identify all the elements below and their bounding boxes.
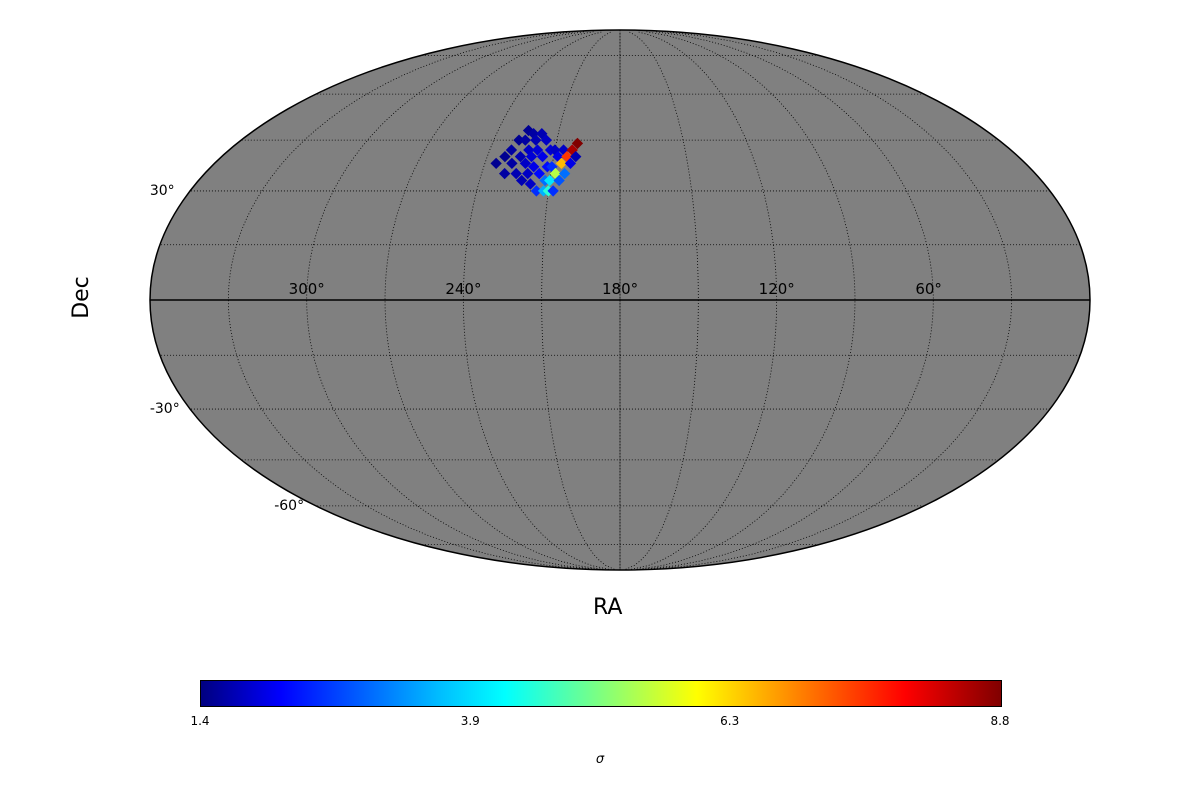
y-axis-label: Dec [69, 276, 94, 319]
ra-tick-label: 300° [289, 280, 325, 298]
colorbar-tick: 3.9 [461, 714, 480, 728]
colorbar-tick: 1.4 [190, 714, 209, 728]
dec-tick-label: -30° [150, 401, 180, 417]
colorbar-container: 1.43.96.38.8 σ [200, 680, 1000, 760]
colorbar [200, 680, 1002, 707]
x-axis-label: RA [593, 595, 622, 620]
colorbar-label: σ [200, 752, 1000, 767]
colorbar-tick: 6.3 [720, 714, 739, 728]
mollweide-skymap: 300° 240° 180° 120° 60° [140, 20, 1100, 580]
ra-tick-label: 240° [445, 280, 481, 298]
colorbar-tick: 8.8 [990, 714, 1009, 728]
ra-tick-label: 180° [602, 280, 638, 298]
ra-tick-label: 60° [915, 280, 942, 298]
figure-container: Dec 300° 240° 180° 120° 60° -60° -30° 30° RA [0, 0, 1200, 800]
colorbar-ticks: 1.43.96.38.8 [200, 714, 1000, 734]
dec-tick-label: 30° [150, 183, 175, 199]
ra-tick-label: 120° [759, 280, 795, 298]
dec-tick-label: -60° [274, 498, 304, 514]
